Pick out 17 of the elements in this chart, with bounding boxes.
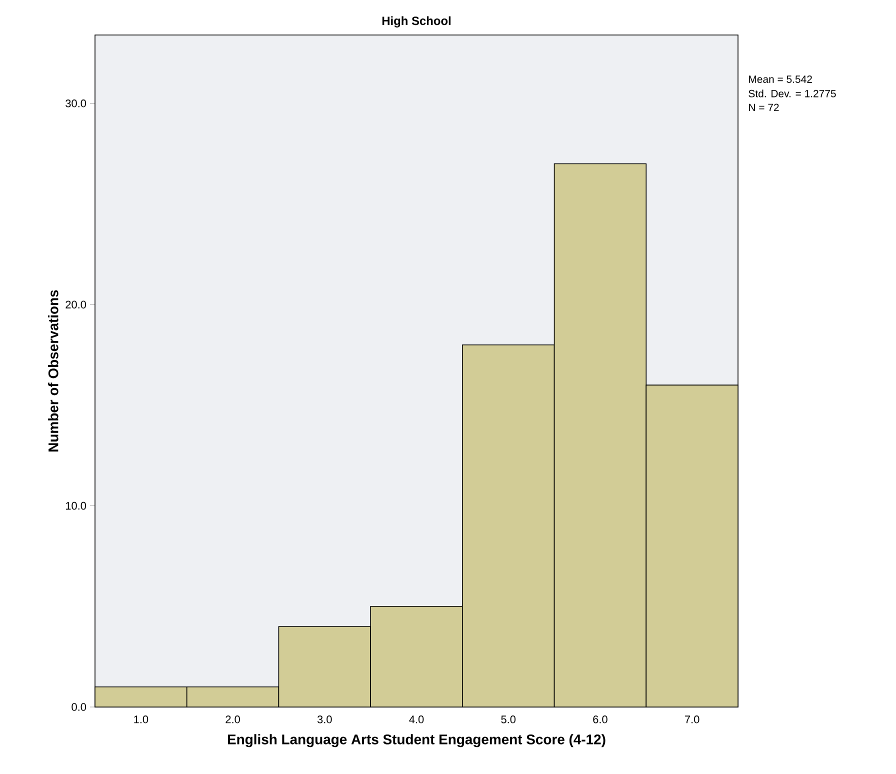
y-axis-title: Number of Observations (48, 290, 58, 452)
x-tick-label: 4.0 (409, 716, 424, 724)
y-tick-label: 10.0 (66, 502, 86, 510)
text: Mean = 5.542 (749, 76, 812, 83)
x-tick-label: 3.0 (317, 716, 332, 724)
x-tick-label: 5.0 (501, 716, 516, 724)
x-tick-label: 2.0 (226, 716, 240, 724)
chart-title: High School (382, 16, 451, 28)
x-tick-label: 6.0 (593, 716, 608, 724)
text: N = 72 (749, 104, 779, 112)
y-tick-label: 30.0 (66, 100, 86, 108)
y-tick-label: 20.0 (66, 300, 86, 308)
y-tick-label: 0.0 (72, 703, 86, 711)
x-tick-label: 7.0 (685, 716, 700, 724)
x-tick-label: 1.0 (134, 716, 148, 724)
text: Std. Dev. = 1.2775 (748, 90, 836, 98)
x-axis-title: English Language Arts Student Engagement Score (4-12) (228, 734, 606, 748)
